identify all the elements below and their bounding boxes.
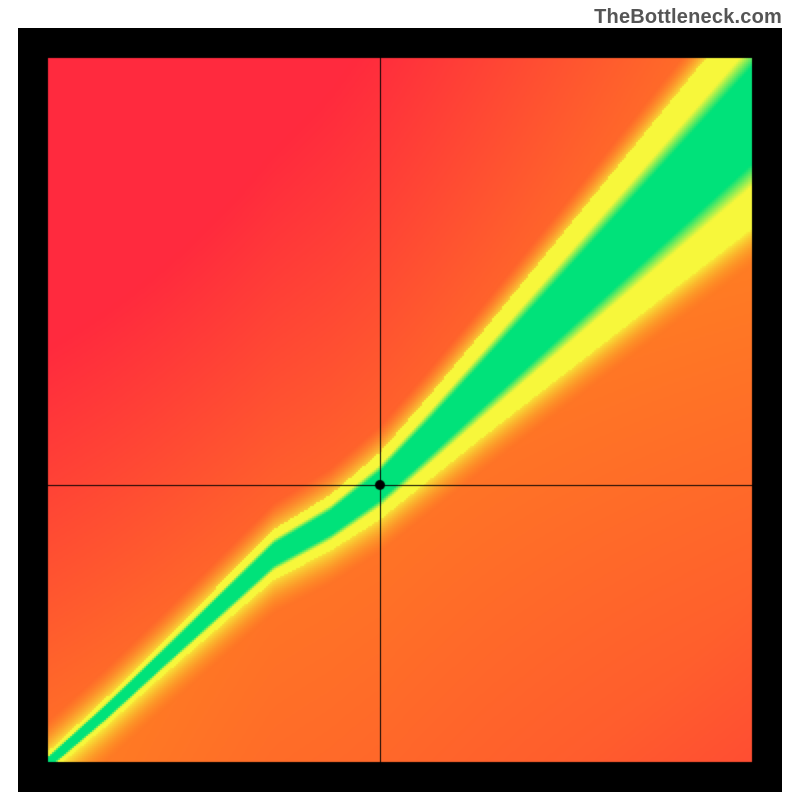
heatmap-chart <box>18 28 782 792</box>
watermark-text: TheBottleneck.com <box>594 6 782 29</box>
heatmap-canvas <box>18 28 782 792</box>
root: TheBottleneck.com <box>0 0 800 800</box>
